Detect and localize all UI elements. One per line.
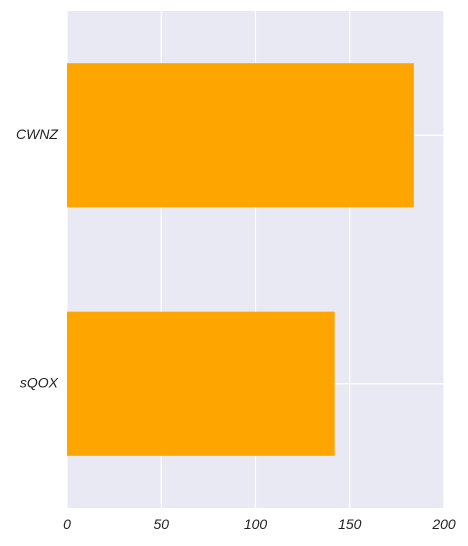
x-tick-label: 0 (63, 516, 71, 532)
x-axis-ticks: 0 50 100 150 200 (63, 516, 456, 532)
x-tick-label: 150 (338, 516, 362, 532)
x-tick-label: 50 (153, 516, 169, 532)
x-tick-label: 200 (431, 516, 456, 532)
bars (67, 63, 414, 456)
x-tick-label: 100 (244, 516, 268, 532)
bar-sqox (67, 311, 335, 456)
y-tick-label: CWNZ (16, 126, 58, 142)
y-axis-ticks: CWNZ sQOX (16, 126, 59, 391)
y-tick-label: sQOX (20, 374, 59, 390)
bar-cwnz (67, 63, 414, 208)
